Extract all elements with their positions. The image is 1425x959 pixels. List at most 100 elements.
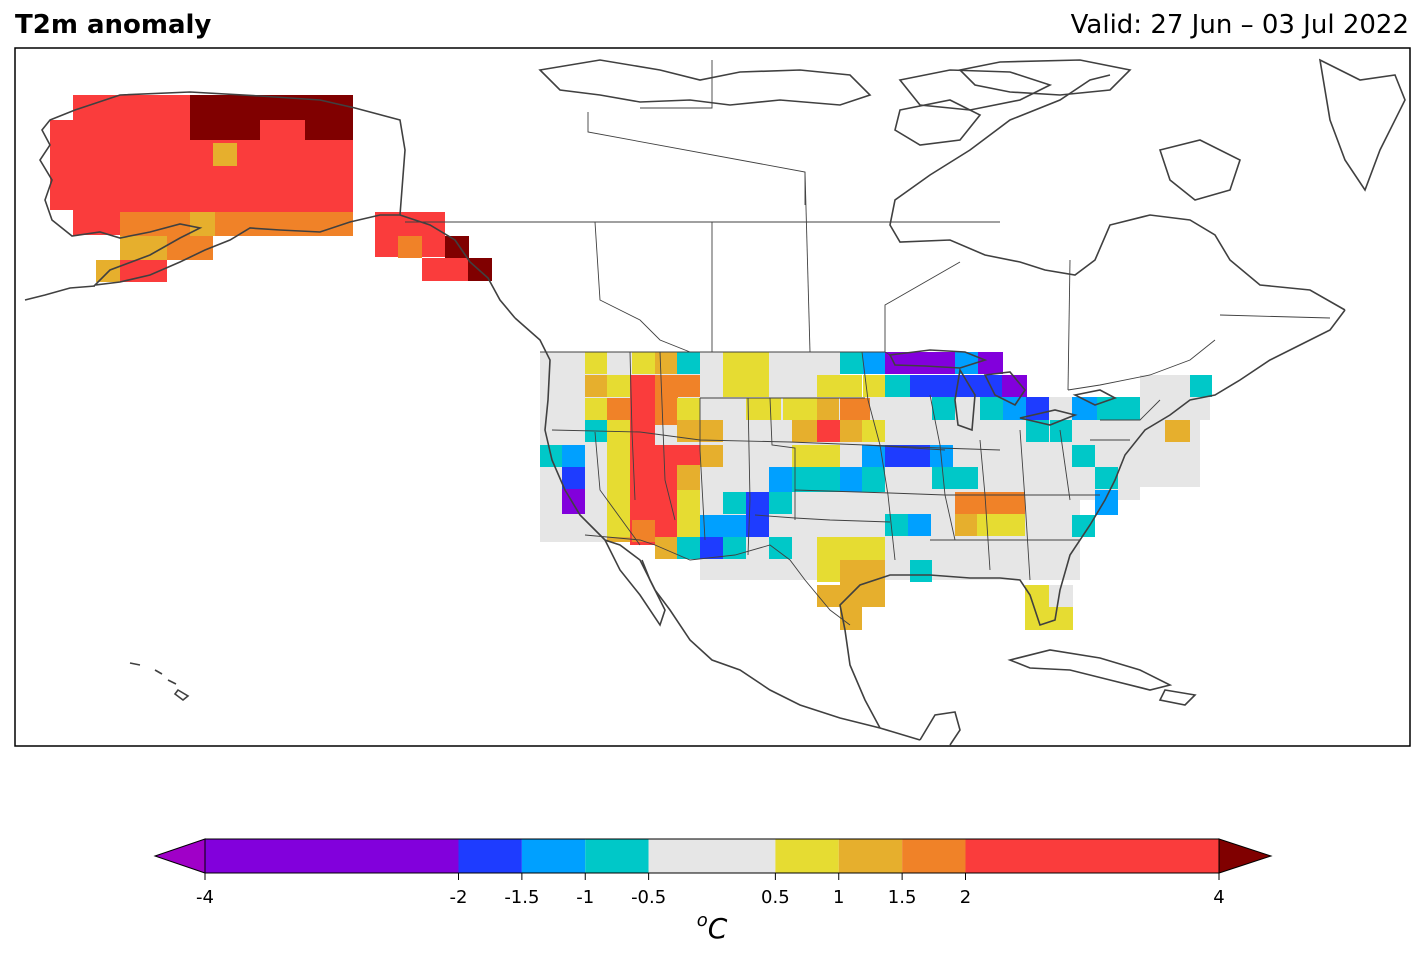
political-borders [405, 60, 1331, 626]
anomaly-cell-117 [908, 514, 931, 536]
anomaly-cell-94 [932, 397, 955, 420]
colorbar-frame [204, 838, 1220, 874]
anomaly-cell-87 [885, 352, 955, 374]
anomaly-cell-81 [862, 420, 885, 442]
anomaly-cell-63 [700, 537, 723, 559]
anomaly-cell-48 [607, 465, 630, 515]
anomaly-cell-100 [1026, 420, 1049, 442]
anomaly-cell-123 [1025, 585, 1049, 607]
anomaly-cell-38 [607, 375, 630, 397]
anomaly-cell-114 [955, 514, 977, 536]
anomaly-cell-70 [840, 467, 862, 492]
colorbar-bin-2 [521, 839, 586, 873]
anomaly-cell-83 [792, 445, 817, 467]
anomaly-cell-58 [700, 515, 723, 537]
anomaly-cell-105 [955, 467, 978, 489]
anomaly-cell-62 [769, 492, 792, 514]
colorbar-tick-label-3: -1 [576, 887, 594, 908]
colorbar-bin-7 [902, 839, 966, 873]
anomaly-cell-50 [700, 445, 723, 467]
anomaly-cell-120 [840, 560, 885, 585]
anomaly-cell-89 [978, 352, 1003, 374]
anomaly-cell-64 [677, 537, 700, 559]
anomaly-cell-84 [840, 352, 863, 374]
anomaly-cell-107 [1072, 445, 1095, 467]
anomaly-cell-53 [607, 537, 630, 542]
anomaly-cell-51 [677, 490, 700, 540]
anomaly-cell-10 [167, 236, 213, 260]
anomaly-cell-33 [585, 352, 607, 374]
anomaly-cell-15 [398, 236, 422, 258]
anomaly-cell-124 [1025, 607, 1073, 630]
anomaly-cell-93 [1002, 375, 1027, 397]
anomaly-cell-86 [863, 375, 886, 397]
anomaly-cell-73 [746, 398, 781, 420]
anomaly-cell-112 [1165, 420, 1190, 442]
anomaly-cell-122 [840, 607, 862, 630]
valid-period: Valid: 27 Jun – 03 Jul 2022 [1070, 10, 1409, 40]
anomaly-cell-90 [910, 375, 980, 397]
colorbar-bins [205, 839, 1219, 873]
colorbar-tick-label-7: 1.5 [888, 887, 917, 908]
anomaly-cell-111 [1190, 375, 1212, 397]
anomaly-cell-4 [260, 120, 305, 140]
anomaly-cell-75 [783, 398, 818, 420]
anomaly-cell-71 [862, 467, 885, 492]
anomaly-cell-77 [840, 398, 870, 420]
anomaly-cell-79 [817, 420, 840, 442]
anomaly-cell-47 [700, 420, 723, 442]
anomaly-cell-7 [190, 212, 215, 236]
anomaly-cell-82 [817, 445, 840, 467]
anomaly-cell-110 [1072, 515, 1095, 537]
colorbar-bin-8 [965, 839, 1219, 873]
anomaly-cell-118 [910, 560, 932, 582]
anomaly-cell-76 [817, 398, 839, 420]
colorbar-tick-label-2: -1.5 [504, 887, 539, 908]
anomaly-cell-56 [562, 467, 585, 489]
anomaly-cell-85 [863, 352, 886, 374]
colorbar-tick-label-1: -2 [450, 887, 468, 908]
anomaly-cell-39 [677, 375, 700, 397]
anomaly-cell-61 [746, 492, 769, 537]
colorbar-tick-label-6: 1 [833, 887, 844, 908]
anomaly-cell-121 [817, 585, 885, 607]
anomaly-cell-40 [585, 398, 607, 420]
anomaly-cell-37 [585, 375, 607, 397]
anomaly-cell-1 [50, 120, 75, 210]
anomaly-cell-95 [980, 397, 1003, 420]
colorbar-tick-label-8: 2 [960, 887, 971, 908]
anomaly-cell-16 [422, 258, 468, 281]
colorbar-tick-label-0: -4 [196, 887, 214, 908]
colorbar-under-arrow [153, 838, 206, 874]
anomaly-cell-34 [632, 352, 655, 374]
anomaly-cell-49 [677, 465, 700, 490]
colorbar-tick-label-5: 0.5 [761, 887, 790, 908]
anomaly-cell-46 [677, 420, 700, 442]
anomaly-cell-78 [792, 420, 817, 442]
anomaly-cell-104 [862, 445, 885, 467]
anomaly-cell-74 [817, 375, 862, 397]
colorbar-tick-label-9: 4 [1213, 887, 1224, 908]
anomaly-map [14, 47, 1411, 747]
colorbar-bin-1 [458, 839, 522, 873]
colorbar-unit: oC [697, 910, 728, 945]
colorbar-bin-6 [838, 839, 903, 873]
colorbar-bin-3 [585, 839, 649, 873]
anomaly-cell-113 [955, 492, 1025, 514]
anomaly-cell-52 [607, 515, 630, 537]
colorbar-bin-0 [205, 839, 459, 873]
colorbar-bin-4 [648, 839, 776, 873]
anomaly-cell-102 [885, 445, 930, 467]
anomaly-cell-97 [1026, 397, 1049, 420]
anomaly-cell-67 [769, 537, 792, 559]
colorbar-unit-base: C [708, 912, 728, 945]
anomaly-cell-59 [723, 492, 746, 514]
anomaly-cell-108 [1095, 467, 1118, 489]
anomaly-cell-115 [977, 514, 1025, 536]
anomaly-cell-26 [960, 540, 1080, 580]
map-title: T2m anomaly [15, 10, 212, 40]
anomaly-cell-101 [1050, 420, 1072, 442]
colorbar-ticks: -4 -2 -1.5 -1 -0.5 0.5 1 1.5 2 4 [196, 873, 1225, 908]
anomaly-cell-36 [677, 352, 700, 374]
anomaly-cell-5 [213, 143, 237, 166]
